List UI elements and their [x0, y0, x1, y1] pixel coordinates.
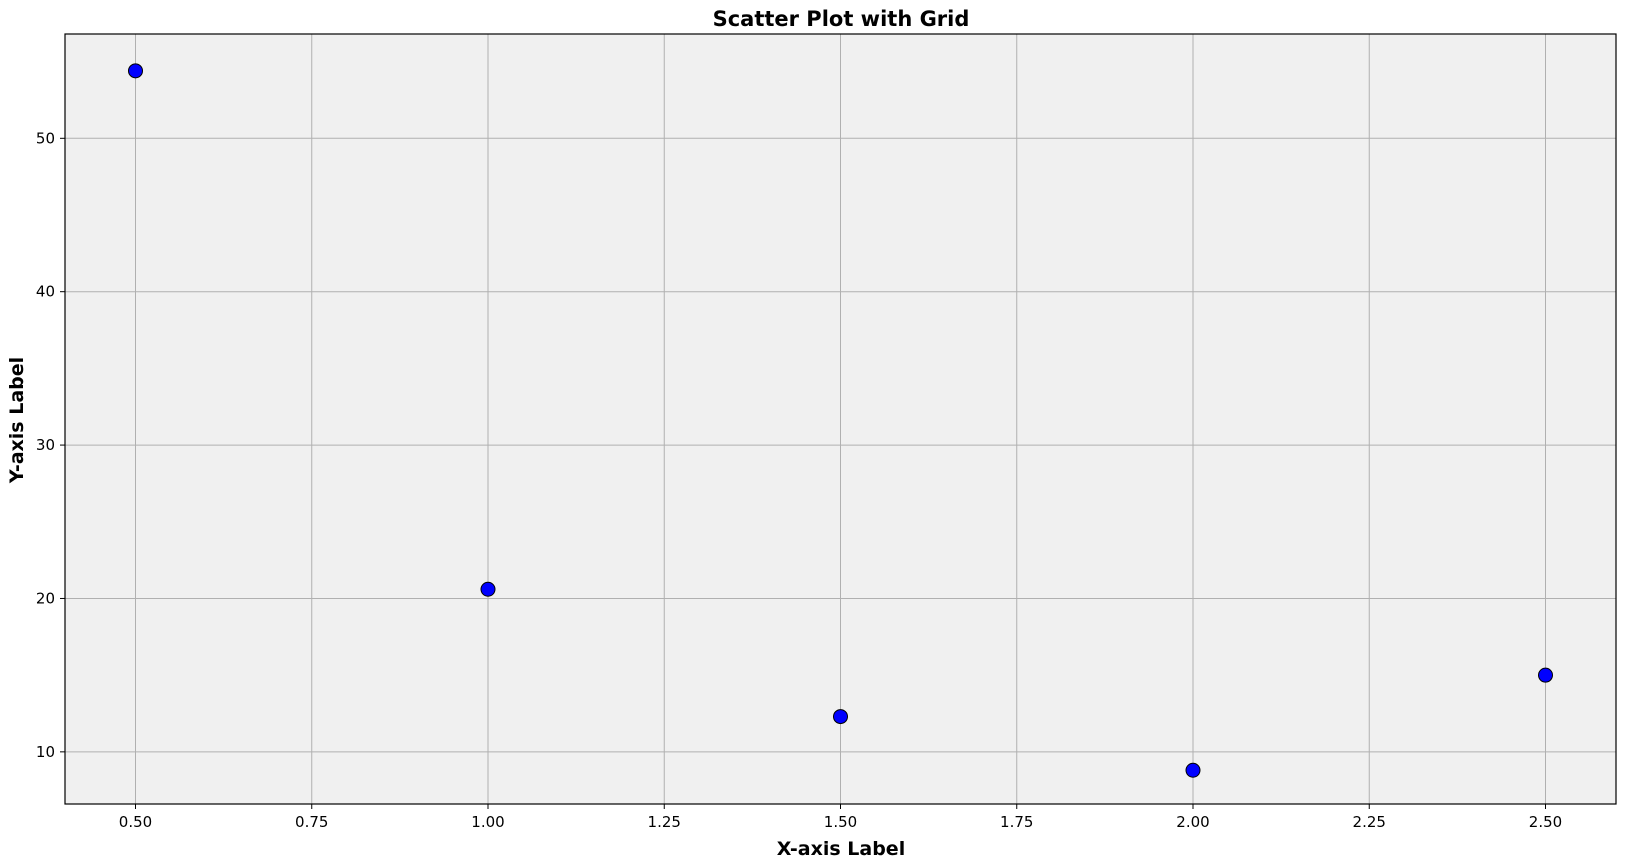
y-axis-label: Y-axis Label: [6, 357, 28, 484]
scatter-point: [128, 63, 143, 79]
x-tick-label: 1.25: [648, 813, 681, 831]
scatter-point: [1538, 667, 1553, 683]
x-tick-label: 2.00: [1176, 813, 1209, 831]
x-axis-label: X-axis Label: [777, 838, 905, 860]
y-axis-ticks: 10 20 30 40 50: [36, 129, 65, 761]
y-tick-label: 30: [36, 436, 55, 454]
data-points: [128, 63, 1553, 778]
scatter-point: [1185, 762, 1201, 778]
y-tick-label: 10: [36, 743, 55, 761]
grid-lines: [65, 34, 1616, 804]
y-tick-label: 50: [36, 129, 55, 147]
scatter-point: [480, 581, 496, 597]
x-tick-label: 2.25: [1353, 813, 1386, 831]
x-axis-ticks: 0.50 0.75 1.00 1.25 1.50 1.75 2.00 2.25 2.50: [119, 804, 1562, 831]
chart-title: Scatter Plot with Grid: [713, 7, 970, 31]
x-tick-label: 1.75: [1000, 813, 1033, 831]
scatter-point: [833, 709, 848, 725]
y-tick-label: 20: [36, 589, 55, 607]
x-tick-label: 2.50: [1529, 813, 1562, 831]
y-tick-label: 40: [36, 283, 55, 301]
x-tick-label: 0.50: [119, 813, 152, 831]
x-tick-label: 1.50: [824, 813, 857, 831]
x-tick-label: 0.75: [295, 813, 328, 831]
x-tick-label: 1.00: [471, 813, 504, 831]
